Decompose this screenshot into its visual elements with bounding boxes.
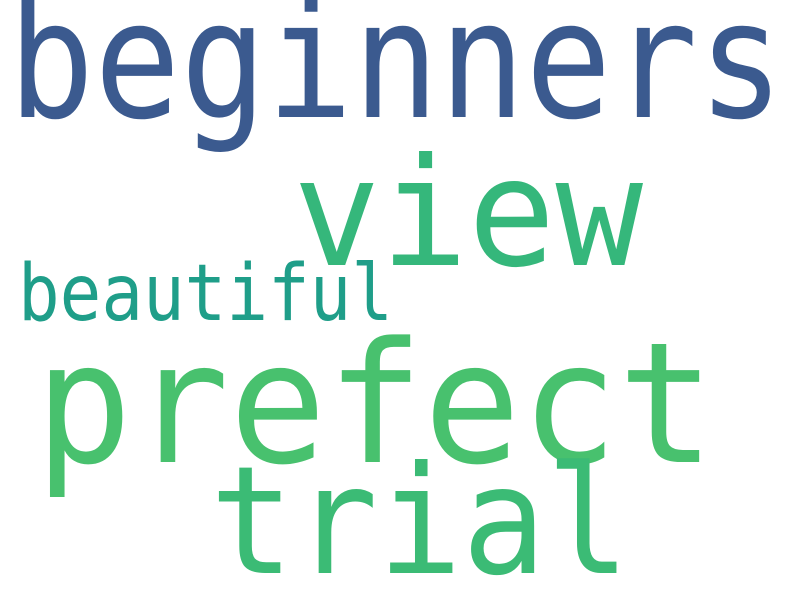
word-beginners: beginners <box>8 0 784 156</box>
word-prefect: prefect <box>35 306 715 502</box>
word-view: view <box>293 127 644 301</box>
word-trial: trial <box>210 435 630 600</box>
word-beautiful: beautiful <box>18 249 393 339</box>
